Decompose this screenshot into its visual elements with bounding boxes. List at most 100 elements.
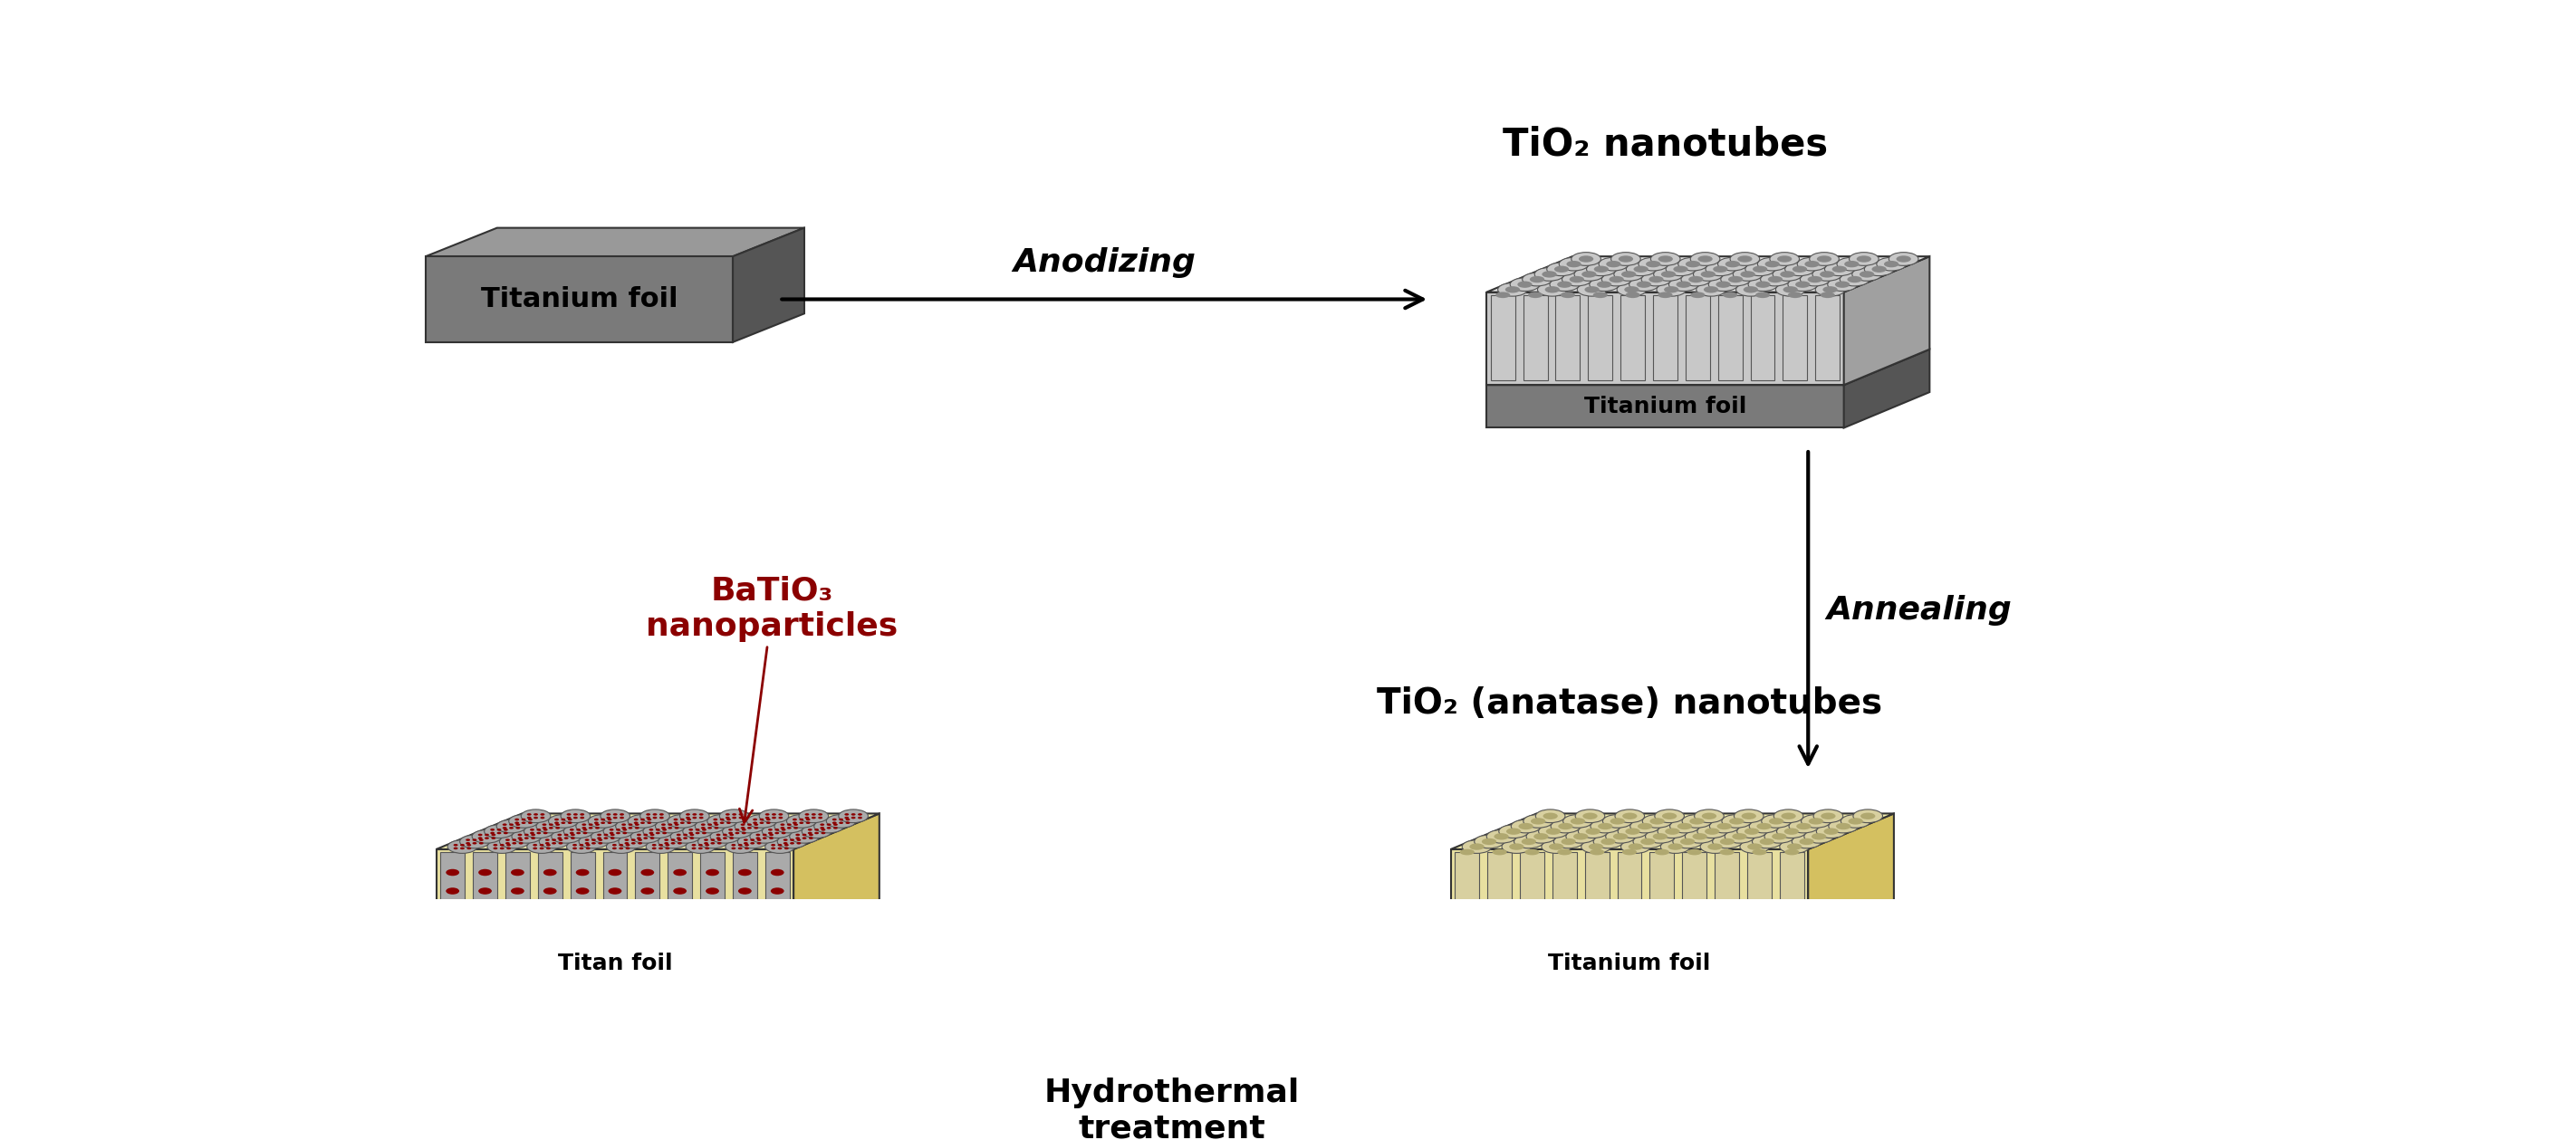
Ellipse shape: [572, 833, 574, 836]
Ellipse shape: [461, 847, 464, 849]
Text: BaTiO₃
nanoparticles: BaTiO₃ nanoparticles: [647, 576, 899, 823]
Ellipse shape: [536, 832, 541, 834]
Ellipse shape: [505, 839, 510, 841]
Ellipse shape: [585, 839, 590, 841]
Ellipse shape: [1772, 833, 1788, 840]
Ellipse shape: [760, 822, 765, 824]
Ellipse shape: [703, 832, 706, 834]
Ellipse shape: [1814, 809, 1842, 823]
Polygon shape: [505, 852, 531, 937]
Ellipse shape: [572, 844, 577, 846]
Ellipse shape: [577, 820, 605, 833]
Ellipse shape: [672, 906, 688, 913]
Ellipse shape: [528, 816, 531, 819]
Polygon shape: [569, 852, 595, 937]
Ellipse shape: [582, 832, 587, 834]
Ellipse shape: [1595, 834, 1623, 848]
Ellipse shape: [1551, 278, 1579, 291]
Ellipse shape: [716, 842, 721, 845]
Ellipse shape: [479, 925, 492, 931]
Ellipse shape: [502, 823, 507, 825]
Ellipse shape: [453, 844, 459, 846]
Ellipse shape: [1728, 276, 1744, 283]
Ellipse shape: [1736, 824, 1767, 838]
Ellipse shape: [631, 830, 659, 844]
Ellipse shape: [750, 830, 781, 844]
Ellipse shape: [1605, 830, 1636, 844]
Ellipse shape: [1654, 268, 1682, 280]
Ellipse shape: [1847, 276, 1862, 283]
Ellipse shape: [572, 837, 574, 839]
Ellipse shape: [1566, 830, 1595, 844]
Ellipse shape: [688, 819, 690, 821]
Ellipse shape: [698, 844, 703, 846]
Ellipse shape: [683, 824, 714, 838]
Polygon shape: [435, 849, 793, 942]
Ellipse shape: [515, 822, 520, 824]
Ellipse shape: [641, 822, 644, 824]
Ellipse shape: [577, 888, 590, 895]
Ellipse shape: [690, 837, 693, 839]
Ellipse shape: [659, 834, 688, 848]
Ellipse shape: [1538, 283, 1566, 296]
Ellipse shape: [1695, 809, 1723, 823]
Ellipse shape: [611, 829, 613, 831]
Ellipse shape: [1816, 283, 1844, 296]
Ellipse shape: [1844, 261, 1860, 268]
Text: Titanium foil: Titanium foil: [1584, 396, 1747, 417]
Ellipse shape: [809, 829, 811, 831]
Ellipse shape: [1548, 844, 1564, 850]
Ellipse shape: [1535, 809, 1566, 823]
Ellipse shape: [1659, 292, 1672, 298]
Ellipse shape: [729, 833, 734, 836]
Ellipse shape: [811, 813, 817, 815]
Ellipse shape: [531, 833, 536, 836]
Ellipse shape: [724, 837, 726, 839]
Ellipse shape: [819, 813, 822, 815]
Ellipse shape: [1623, 849, 1636, 855]
Ellipse shape: [760, 819, 765, 821]
Ellipse shape: [600, 819, 605, 821]
Ellipse shape: [618, 834, 649, 848]
Ellipse shape: [1597, 823, 1613, 830]
Ellipse shape: [613, 847, 616, 849]
Ellipse shape: [613, 813, 618, 815]
Ellipse shape: [1752, 834, 1783, 848]
Ellipse shape: [1757, 823, 1772, 830]
Ellipse shape: [1850, 252, 1878, 266]
Ellipse shape: [665, 842, 670, 845]
Ellipse shape: [634, 826, 639, 829]
Ellipse shape: [634, 819, 639, 821]
Polygon shape: [435, 906, 878, 942]
Ellipse shape: [1780, 840, 1808, 854]
Ellipse shape: [814, 832, 819, 834]
Ellipse shape: [809, 833, 814, 836]
Ellipse shape: [528, 840, 556, 854]
Ellipse shape: [1574, 268, 1605, 280]
Ellipse shape: [1582, 840, 1610, 854]
Ellipse shape: [1587, 828, 1600, 834]
Ellipse shape: [783, 844, 788, 846]
Ellipse shape: [793, 823, 799, 825]
Ellipse shape: [770, 837, 773, 839]
Ellipse shape: [603, 837, 608, 839]
Ellipse shape: [1847, 817, 1862, 824]
Ellipse shape: [603, 824, 634, 838]
Ellipse shape: [1682, 814, 1710, 828]
Ellipse shape: [793, 822, 796, 824]
Ellipse shape: [1497, 292, 1510, 298]
Ellipse shape: [1734, 268, 1762, 280]
Ellipse shape: [497, 820, 526, 833]
Ellipse shape: [466, 842, 471, 845]
Ellipse shape: [634, 822, 639, 824]
Polygon shape: [1520, 852, 1543, 937]
Ellipse shape: [1734, 809, 1765, 823]
Ellipse shape: [677, 833, 680, 836]
Ellipse shape: [690, 844, 696, 846]
Ellipse shape: [840, 809, 868, 823]
Ellipse shape: [1705, 828, 1718, 834]
Ellipse shape: [672, 819, 677, 821]
Ellipse shape: [598, 839, 603, 841]
Ellipse shape: [680, 819, 685, 821]
Ellipse shape: [793, 826, 799, 829]
